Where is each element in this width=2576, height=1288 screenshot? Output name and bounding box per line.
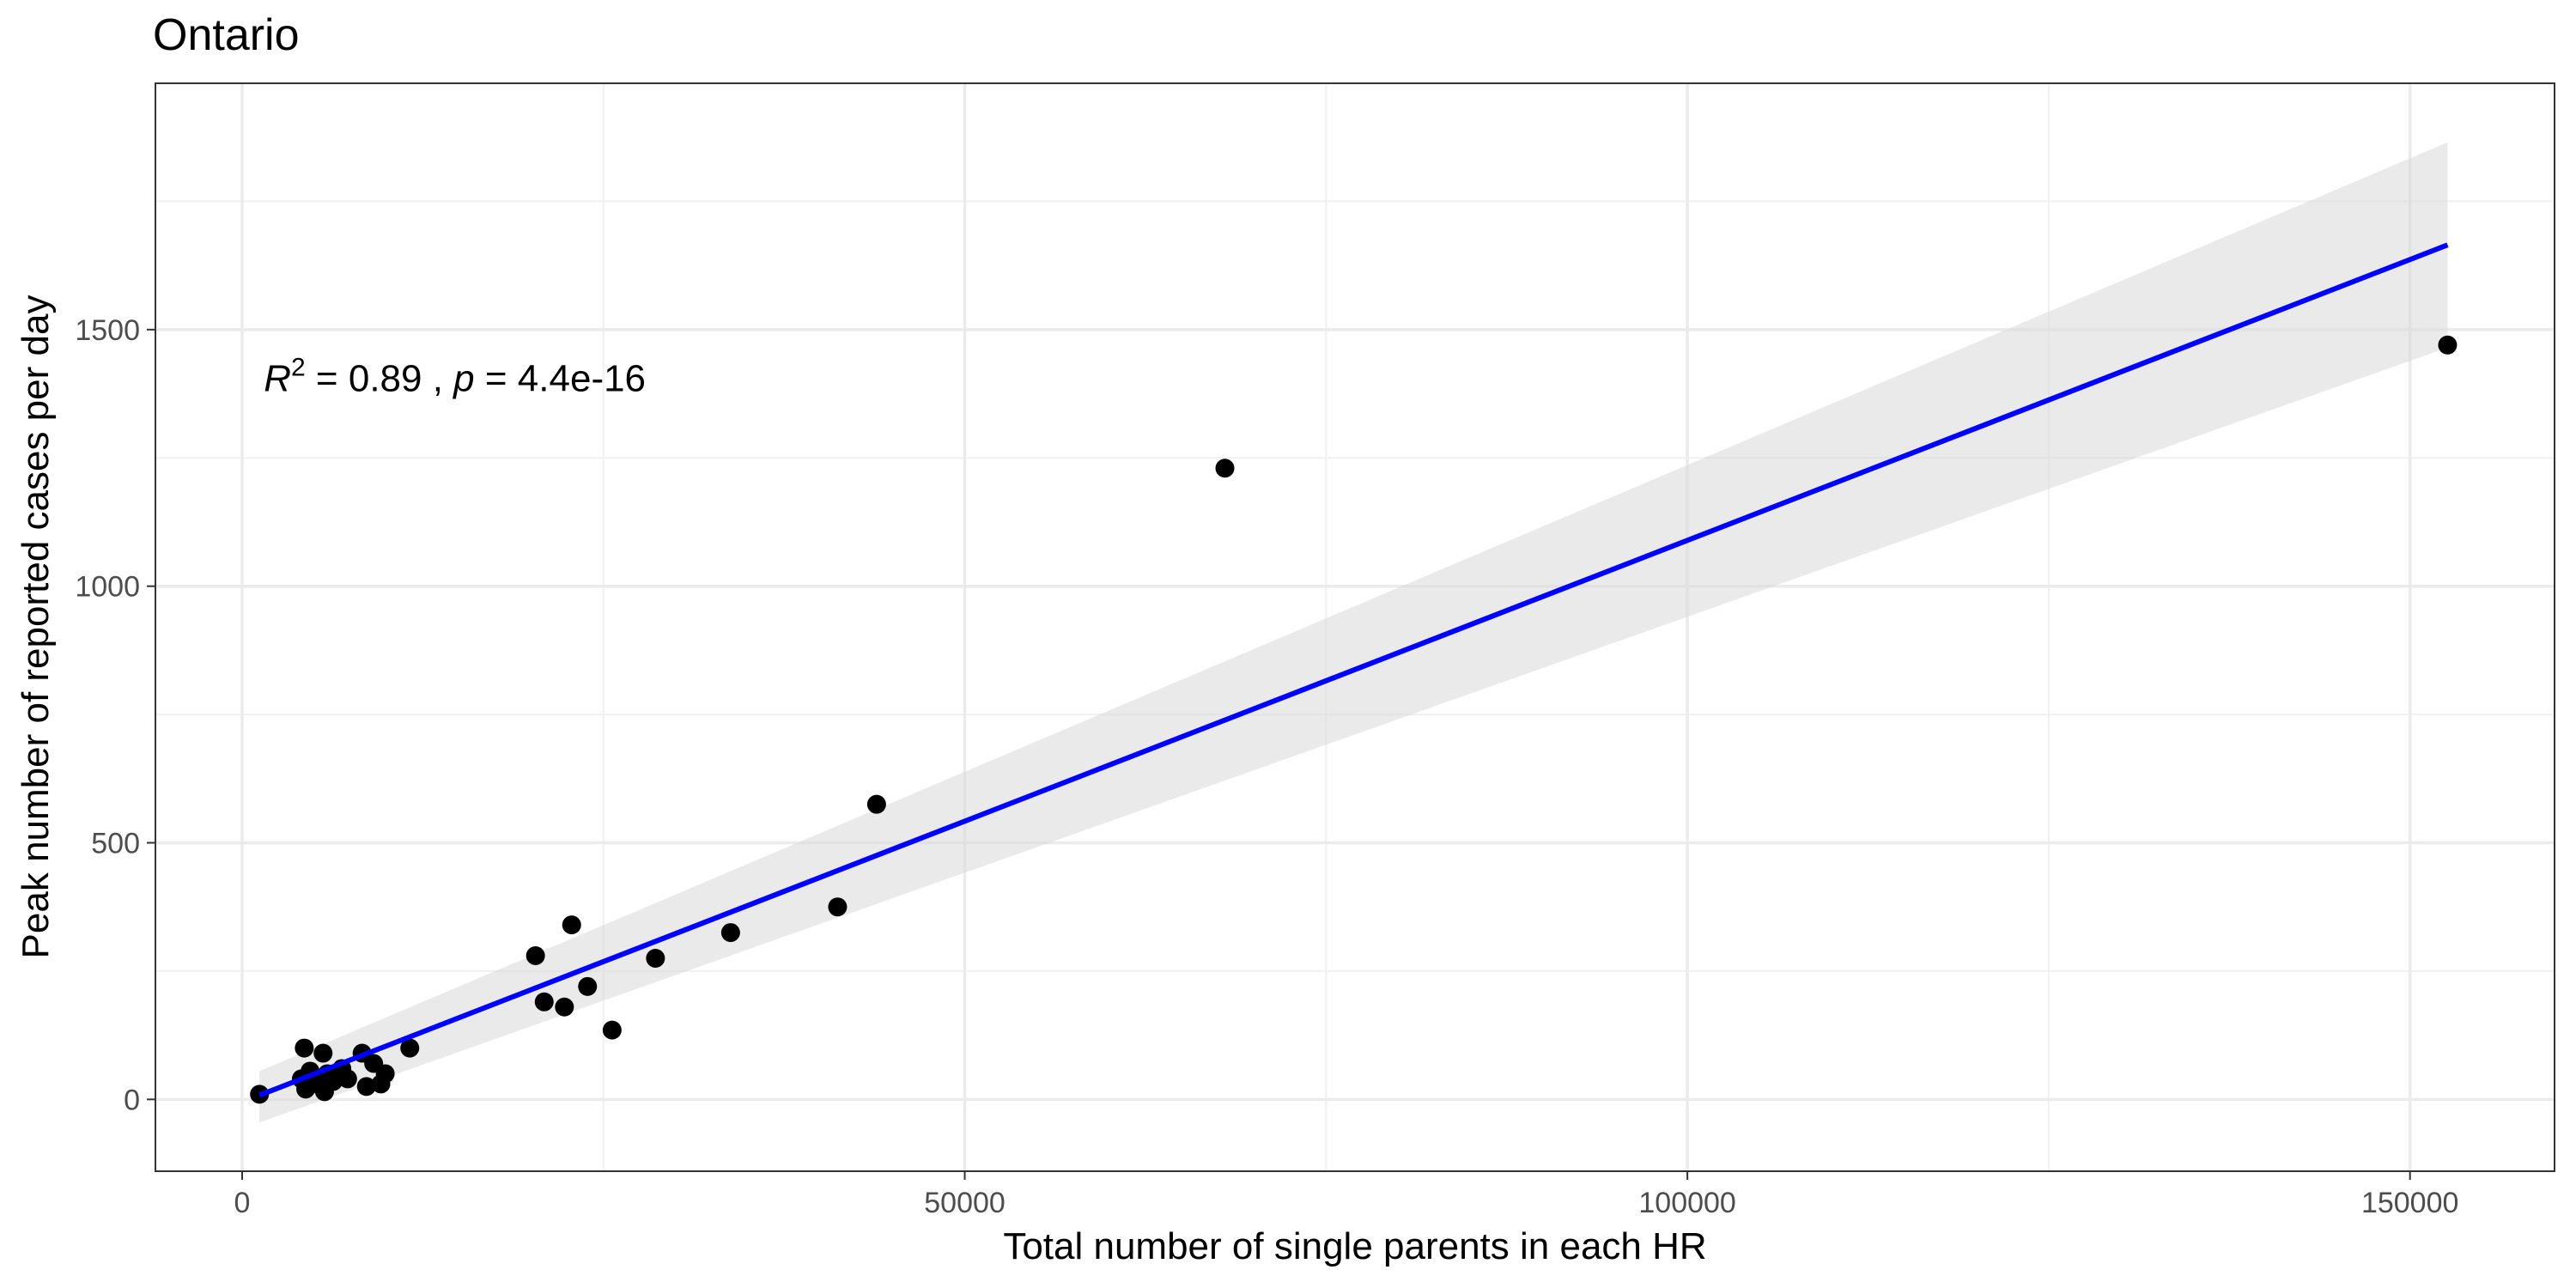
x-axis-title: Total number of single parents in each H… bbox=[1003, 1225, 1706, 1267]
data-point bbox=[375, 1064, 395, 1084]
r-value: = 0.89 , bbox=[306, 358, 453, 400]
chart-title: Ontario bbox=[153, 10, 300, 60]
y-axis-title: Peak number of reported cases per day bbox=[15, 295, 57, 959]
r-exponent: 2 bbox=[291, 354, 306, 382]
data-point bbox=[295, 1038, 314, 1058]
data-point bbox=[356, 1077, 376, 1097]
data-point bbox=[1215, 459, 1235, 478]
data-point bbox=[866, 794, 886, 814]
data-point bbox=[720, 923, 740, 943]
grid-lines bbox=[155, 83, 2555, 1171]
r-symbol: R bbox=[264, 358, 291, 400]
data-point bbox=[602, 1020, 622, 1040]
axis-ticks: 0 50000 100000 150000 0 500 1000 1500 bbox=[75, 314, 2458, 1219]
confidence-band-group bbox=[259, 142, 2448, 1123]
data-point bbox=[646, 948, 665, 968]
x-tick-label: 0 bbox=[234, 1187, 251, 1219]
plot-border bbox=[155, 82, 2555, 1172]
data-point bbox=[337, 1069, 357, 1089]
y-tick-label: 0 bbox=[124, 1084, 140, 1116]
x-tick-label: 50000 bbox=[924, 1187, 1005, 1219]
data-point bbox=[562, 915, 581, 935]
data-points bbox=[250, 335, 2458, 1104]
data-point bbox=[534, 992, 554, 1012]
data-point bbox=[526, 945, 545, 965]
data-point bbox=[578, 976, 598, 996]
y-tick-label: 1500 bbox=[75, 314, 140, 347]
y-tick-label: 500 bbox=[91, 828, 140, 860]
data-point bbox=[2438, 335, 2458, 355]
stat-annotation: R2 = 0.89 , p = 4.4e-16 bbox=[264, 354, 646, 400]
y-tick-label: 1000 bbox=[75, 571, 140, 604]
p-symbol: p bbox=[452, 358, 474, 400]
x-tick-label: 100000 bbox=[1638, 1187, 1735, 1219]
data-point bbox=[828, 897, 848, 917]
regression-line bbox=[258, 242, 2449, 1098]
data-point bbox=[555, 997, 574, 1017]
data-point bbox=[400, 1038, 420, 1058]
regression-line-group bbox=[258, 242, 2449, 1098]
confidence-band bbox=[259, 142, 2448, 1123]
x-tick-label: 150000 bbox=[2361, 1187, 2458, 1219]
data-point bbox=[313, 1043, 333, 1063]
p-value: = 4.4e-16 bbox=[475, 358, 646, 400]
